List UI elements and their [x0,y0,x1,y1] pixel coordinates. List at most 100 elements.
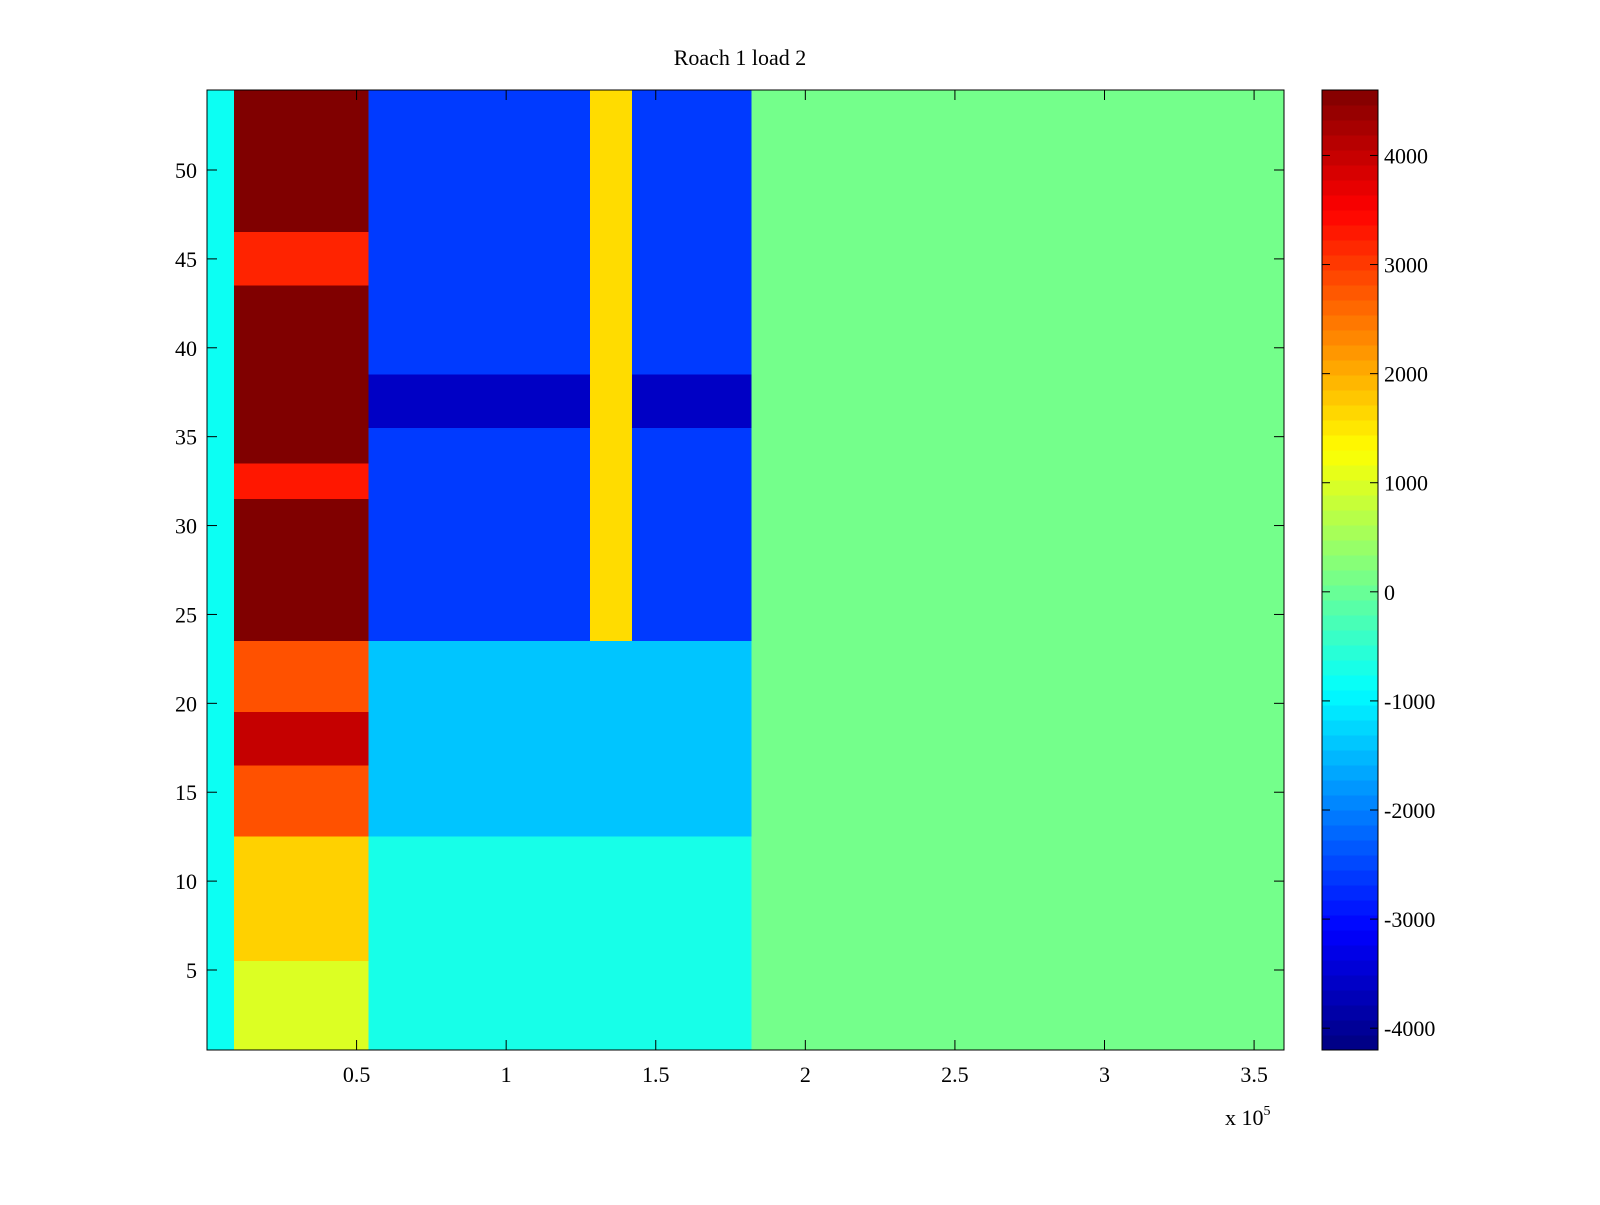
colorbar-band [1322,135,1378,151]
colorbar-band [1322,645,1378,661]
colorbar-tick-label: -1000 [1384,689,1435,714]
colorbar-frame [1321,89,1379,1051]
y-tick-label: 15 [175,780,197,805]
colorbar-tick-label: 4000 [1384,143,1428,168]
colorbar-band [1322,330,1378,346]
colorbar-band [1322,885,1378,901]
x-tick-label: 2.5 [941,1062,969,1087]
heatmap-region-3 [233,463,369,499]
colorbar-band [1322,525,1378,541]
colorbar-band [1322,615,1378,631]
colorbar-band [1322,660,1378,676]
heatmap-region-2 [233,232,369,286]
y-tick-label: 45 [175,247,197,272]
colorbar-band [1322,315,1378,331]
heatmap-region-0 [207,90,234,1050]
colorbar-band [1322,420,1378,436]
colorbar [1322,90,1378,1051]
x-tick-label: 1.5 [642,1062,670,1087]
colorbar-band [1322,675,1378,691]
heatmap-region-8 [368,90,752,642]
colorbar-band [1322,165,1378,181]
plot-frame [206,89,1285,1051]
colorbar-band [1322,915,1378,931]
heatmap-region-5 [233,712,369,766]
y-tick-label: 25 [175,602,197,627]
y-tick-label: 40 [175,336,197,361]
colorbar-tick-label: -4000 [1384,1016,1435,1041]
x-exponent-base: x 10 [1225,1105,1264,1130]
x-tick-label: 1 [501,1062,512,1087]
colorbar-tick-label: 1000 [1384,471,1428,496]
colorbar-band [1322,285,1378,301]
colorbar-band [1322,300,1378,316]
colorbar-band [1322,750,1378,766]
colorbar-band [1322,270,1378,286]
colorbar-band [1322,840,1378,856]
x-tick-label: 3.5 [1240,1062,1268,1087]
colorbar-band [1322,540,1378,556]
colorbar-band [1322,555,1378,571]
y-axis: 5 10 15 20 25 30 35 40 45 50 [175,158,1284,983]
y-tick-label: 5 [186,958,197,983]
colorbar-band [1322,765,1378,781]
colorbar-tick-label: 3000 [1384,253,1428,278]
y-tick-label: 35 [175,425,197,450]
colorbar-band [1322,825,1378,841]
colorbar-band [1322,585,1378,601]
colorbar-band [1322,480,1378,496]
colorbar-band [1322,630,1378,646]
colorbar-tick-label: 2000 [1384,362,1428,387]
x-tick-label: 0.5 [343,1062,371,1087]
colorbar-band [1322,405,1378,421]
colorbar-tick-label: -3000 [1384,907,1435,932]
colorbar-band [1322,810,1378,826]
colorbar-band [1322,390,1378,406]
colorbar-band [1322,600,1378,616]
colorbar-band [1322,870,1378,886]
colorbar-band [1322,120,1378,136]
heatmap-region-10 [368,641,752,837]
heatmap-region-7 [233,961,369,1050]
colorbar-band [1322,225,1378,241]
colorbar-band [1322,735,1378,751]
colorbar-band [1322,720,1378,736]
colorbar-band [1322,90,1378,106]
chart-title: Roach 1 load 2 [674,45,807,70]
x-tick-label: 2 [800,1062,811,1087]
colorbar-band [1322,975,1378,991]
colorbar-band [1322,705,1378,721]
heatmap-region-11 [368,836,752,1050]
heatmap-region-9 [368,374,752,428]
y-tick-label: 50 [175,158,197,183]
colorbar-band [1322,360,1378,376]
colorbar-band [1322,1035,1378,1051]
colorbar-band [1322,1020,1378,1036]
colorbar-band [1322,795,1378,811]
heatmap-region-13 [751,90,1284,1050]
colorbar-axis: 4000 3000 2000 1000 0 -1000 -2000 -3000 -4000 [1322,143,1435,1041]
colorbar-band [1322,945,1378,961]
colorbar-band [1322,255,1378,271]
colorbar-band [1322,510,1378,526]
colorbar-band [1322,900,1378,916]
y-tick-label: 30 [175,514,197,539]
colorbar-band [1322,570,1378,586]
colorbar-band [1322,180,1378,196]
x-exponent-label: x 105 [1225,1104,1271,1130]
y-tick-label: 20 [175,691,197,716]
colorbar-band [1322,990,1378,1006]
heatmap-region-12 [589,90,632,642]
colorbar-band [1322,435,1378,451]
colorbar-band [1322,105,1378,121]
x-axis: 0.5 1 1.5 2 2.5 3 3.5 [343,90,1268,1087]
heatmap-region-6 [233,836,369,962]
colorbar-band [1322,450,1378,466]
colorbar-band [1322,930,1378,946]
colorbar-band [1322,465,1378,481]
colorbar-band [1322,960,1378,976]
colorbar-band [1322,345,1378,361]
x-exponent-power: 5 [1264,1104,1271,1119]
